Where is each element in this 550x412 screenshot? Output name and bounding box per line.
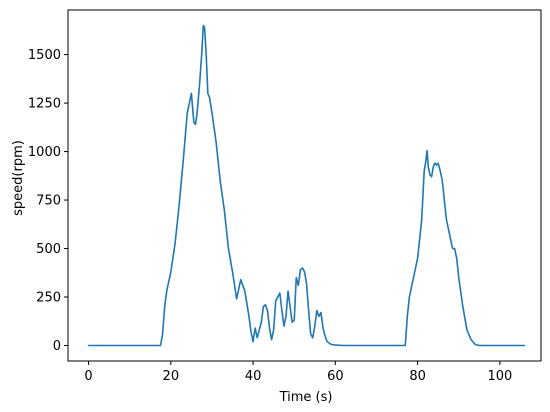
x-tick-label: 0: [84, 369, 92, 384]
y-tick-label: 1000: [28, 145, 61, 160]
y-tick-label: 1500: [28, 48, 61, 63]
x-tick-label: 20: [163, 369, 180, 384]
x-tick-label: 60: [327, 369, 344, 384]
plot-frame: [67, 9, 542, 362]
y-tick-label: 500: [36, 242, 61, 257]
y-axis-ticks: 0 250 500 750 1000 1250 1500: [28, 48, 68, 354]
x-tick-label: 80: [409, 369, 426, 384]
y-tick-label: 250: [36, 291, 61, 306]
x-axis-label: Time (s): [279, 390, 333, 405]
y-tick-label: 750: [36, 194, 61, 209]
x-axis-ticks: 0 20 40 60 80 100: [84, 361, 512, 384]
y-tick-label: 1250: [28, 97, 61, 112]
x-tick-label: 40: [245, 369, 262, 384]
series-line-0: [87, 24, 526, 347]
y-axis-label: speed(rpm): [11, 140, 26, 216]
plot-area: [67, 9, 542, 362]
y-tick-label: 0: [53, 339, 61, 354]
x-tick-label: 100: [487, 369, 512, 384]
